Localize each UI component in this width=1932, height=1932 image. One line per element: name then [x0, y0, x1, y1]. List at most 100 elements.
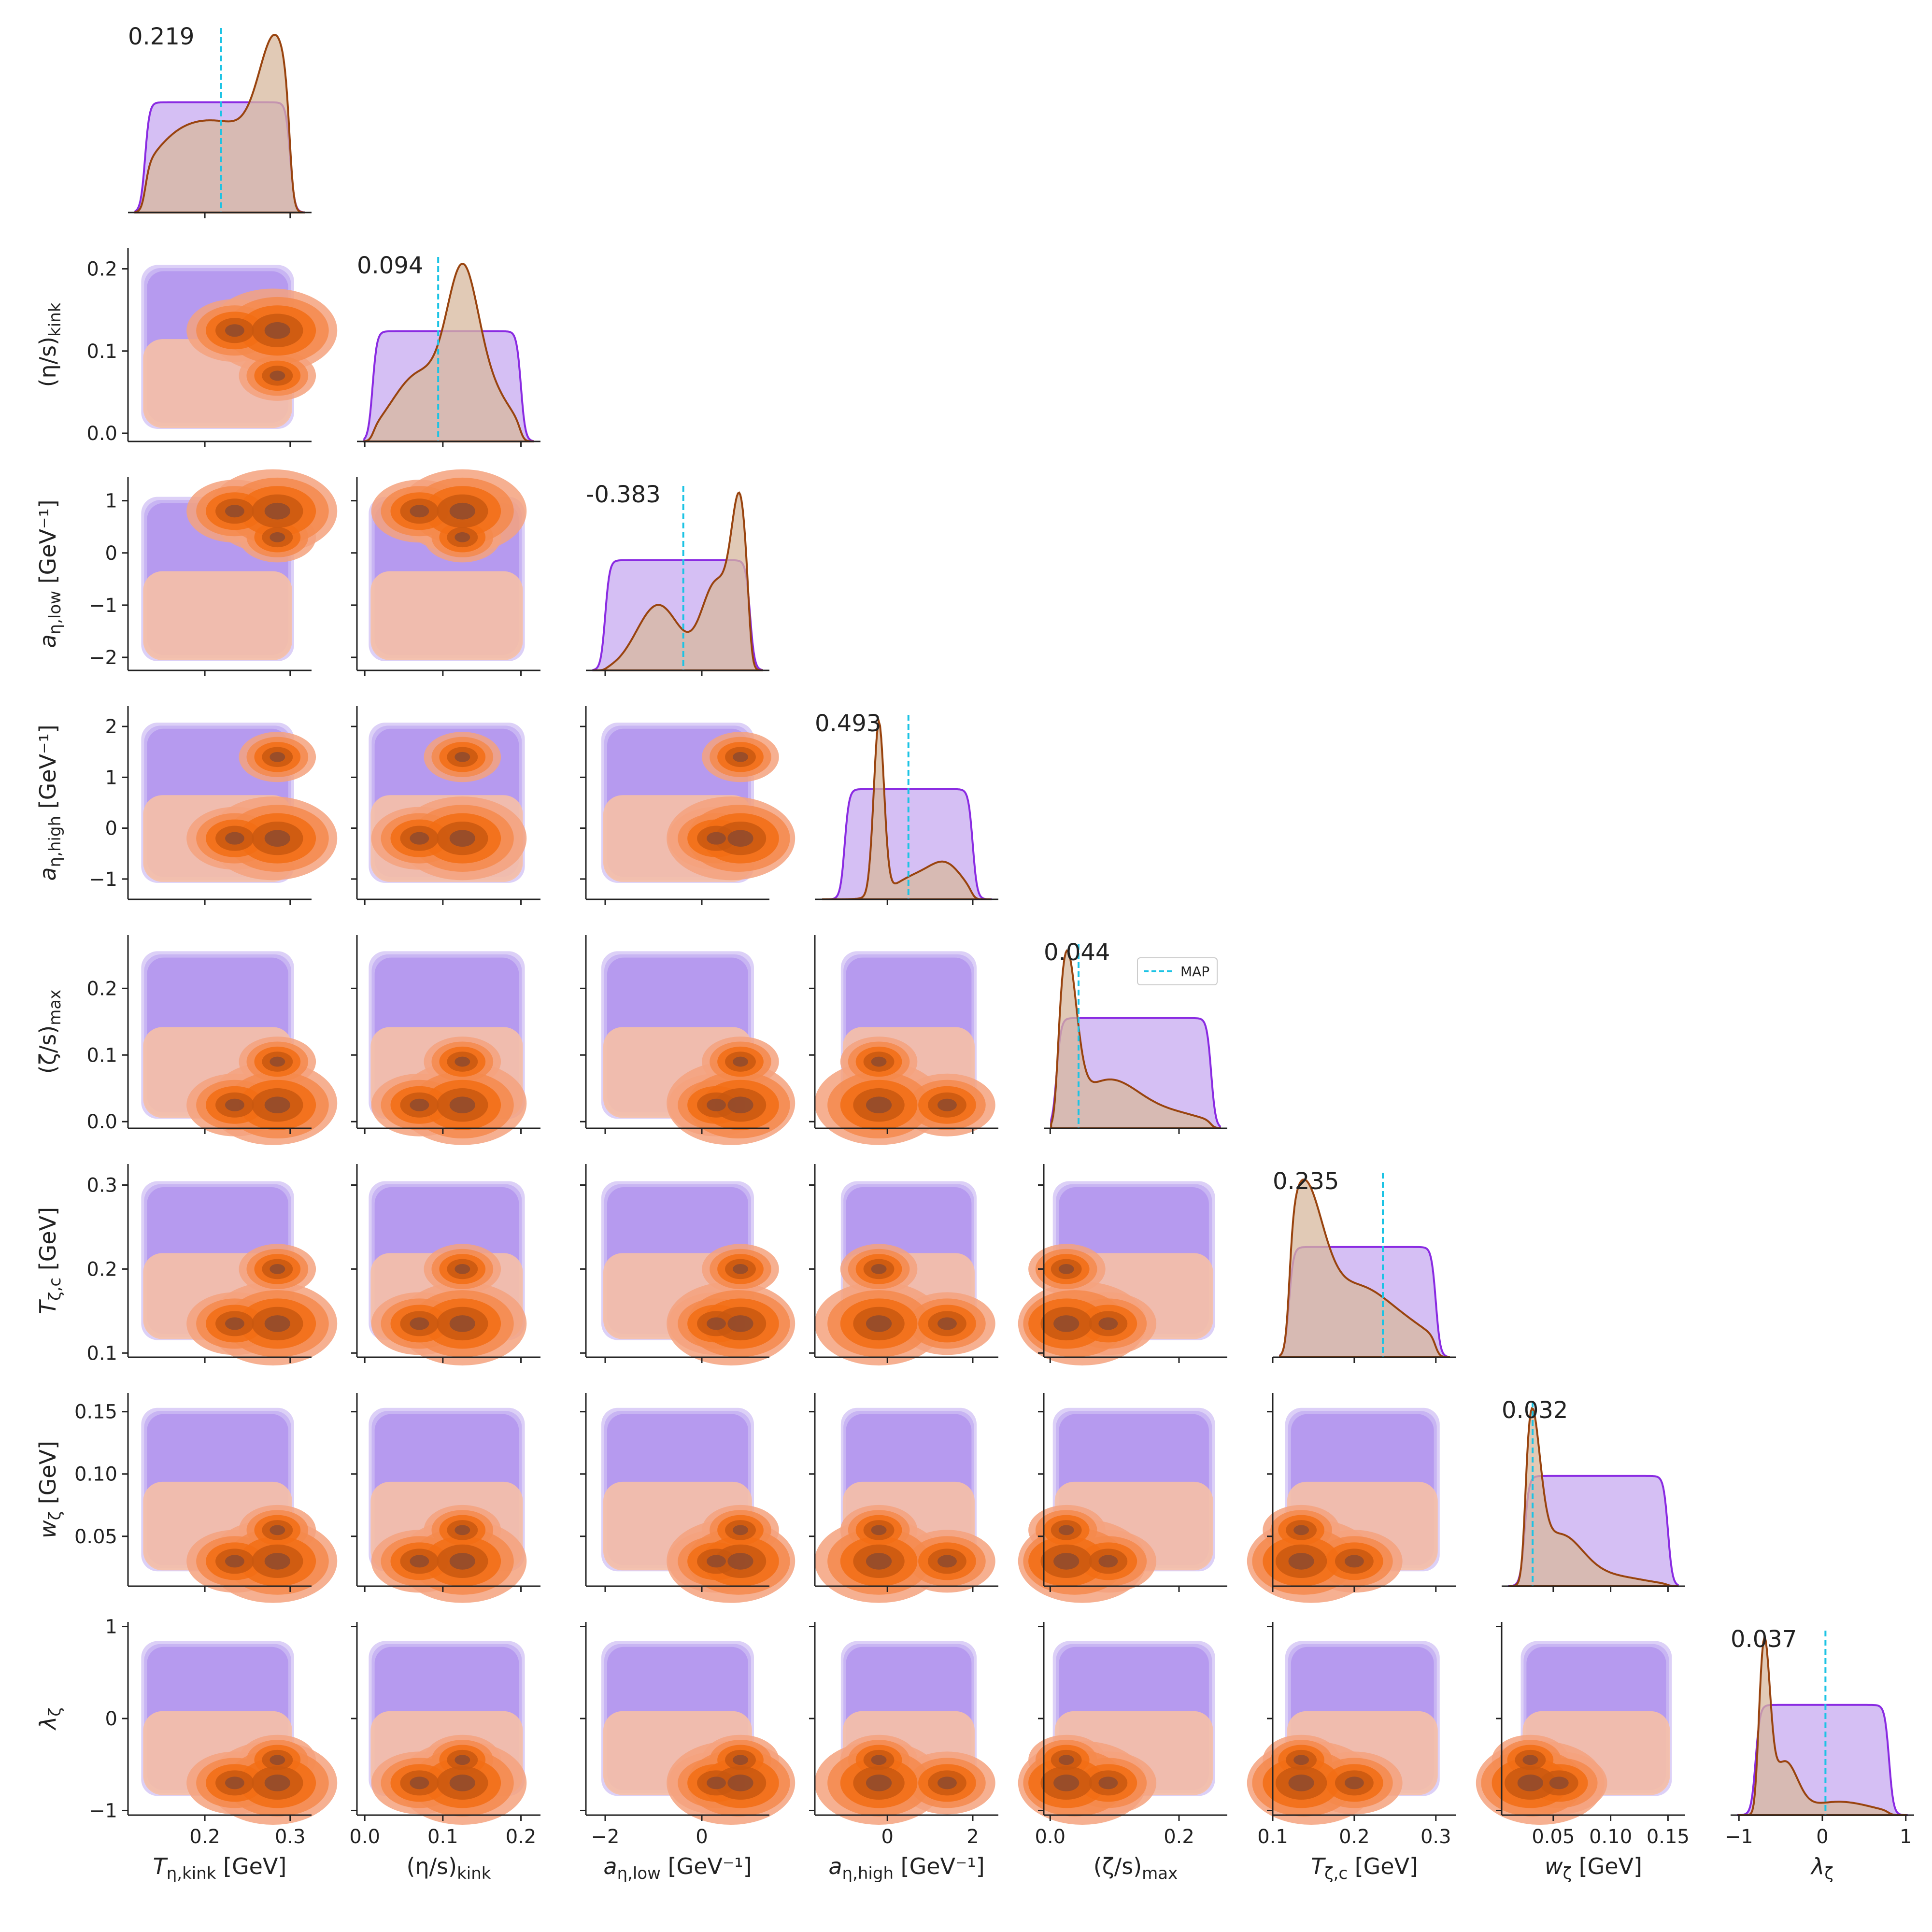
posterior-contour — [410, 1555, 429, 1568]
pair-panel-zeta_s_max-T_zeta_c — [1018, 1164, 1227, 1366]
posterior-contour — [270, 370, 285, 381]
y-tick-label: 0.15 — [74, 1401, 117, 1423]
posterior-contour — [727, 830, 753, 847]
x-tick-label: 0 — [696, 1826, 708, 1848]
posterior-contour — [727, 1553, 753, 1570]
x-axis-label: Tη,kink [GeV] — [153, 1853, 287, 1883]
y-axis-label: aη,high [GeV⁻¹] — [35, 724, 65, 881]
posterior-contour — [1053, 1775, 1080, 1791]
x-tick-label: 0.2 — [1164, 1826, 1194, 1848]
pair-panel-eta_s_kink-lambda_zeta — [351, 1622, 540, 1825]
posterior-contour — [449, 1096, 475, 1114]
y-tick-label: 0.2 — [86, 1258, 117, 1280]
y-axis-label: Tζ,c [GeV] — [35, 1207, 65, 1314]
diag-panel-a_eta_low: -0.383 — [586, 481, 769, 676]
x-tick-label: 0.15 — [1647, 1826, 1690, 1848]
posterior-density — [593, 491, 763, 671]
map-value-label: 0.094 — [357, 252, 423, 279]
posterior-contour — [938, 1317, 957, 1330]
posterior-contour — [449, 1553, 475, 1570]
y-axis-label: (ζ/s)max — [35, 990, 65, 1074]
posterior-contour — [1058, 1525, 1074, 1535]
pair-panel-eta_s_kink-a_eta_high — [351, 706, 540, 905]
posterior-contour — [727, 1315, 753, 1332]
posterior-contour — [225, 1776, 244, 1790]
x-tick-label: 0.10 — [1589, 1826, 1632, 1848]
y-axis-label: aη,low [GeV⁻¹] — [35, 499, 65, 648]
y-tick-label: 0.2 — [86, 258, 117, 281]
posterior-contour — [1098, 1776, 1118, 1790]
pair-panel-zeta_s_max-lambda_zeta — [1018, 1622, 1227, 1825]
posterior-contour — [225, 1098, 244, 1111]
pair-panel-T_eta_kink-zeta_s_max — [122, 935, 338, 1145]
posterior-contour — [225, 505, 244, 518]
posterior-contour — [264, 830, 290, 847]
posterior-contour — [270, 532, 285, 542]
posterior-contour — [1053, 1553, 1080, 1570]
y-tick-label: 0 — [105, 542, 117, 565]
pair-panel-eta_s_kink-zeta_s_max — [351, 935, 540, 1145]
posterior-contour — [455, 752, 470, 762]
diag-panel-T_zeta_c: 0.235 — [1272, 1168, 1456, 1363]
posterior-contour — [264, 502, 290, 520]
y-tick-label: 0 — [105, 1708, 117, 1730]
pair-panel-T_zeta_c-lambda_zeta — [1247, 1622, 1456, 1825]
posterior-contour — [449, 1775, 475, 1791]
y-tick-label: 0.0 — [86, 423, 117, 445]
posterior-density — [1279, 1178, 1450, 1358]
posterior-contour — [707, 1555, 726, 1568]
posterior-contour — [707, 1776, 726, 1790]
posterior-contour — [449, 830, 475, 847]
posterior-contour — [866, 1315, 892, 1332]
posterior-contour — [733, 1755, 748, 1765]
y-tick-label: −1 — [89, 595, 117, 617]
posterior-contour — [225, 1317, 244, 1330]
posterior-contour — [449, 502, 475, 520]
posterior-contour — [866, 1096, 892, 1114]
y-axis-label: λζ — [35, 1707, 65, 1731]
posterior-contour — [1517, 1775, 1543, 1791]
posterior-contour — [1344, 1555, 1364, 1568]
pair-panel-zeta_s_max-w_zeta — [1018, 1393, 1227, 1603]
x-tick-label: 0.2 — [189, 1826, 220, 1848]
posterior-contour — [733, 752, 748, 762]
posterior-contour — [1288, 1553, 1314, 1570]
x-axis-label: aη,high [GeV⁻¹] — [828, 1853, 984, 1883]
y-tick-label: 0.3 — [86, 1174, 117, 1196]
posterior-contour — [871, 1755, 887, 1765]
posterior-contour — [733, 1056, 748, 1067]
posterior-contour — [1344, 1776, 1364, 1790]
x-tick-label: 0 — [881, 1826, 894, 1848]
posterior-contour — [455, 1264, 470, 1274]
posterior-contour — [270, 1525, 285, 1535]
posterior-contour — [270, 1755, 285, 1765]
pair-panel-eta_s_kink-a_eta_low — [351, 469, 540, 676]
pair-panel-T_eta_kink-a_eta_high — [122, 706, 338, 905]
y-tick-label: 0.1 — [86, 1044, 117, 1066]
posterior-contour — [1058, 1264, 1074, 1274]
y-tick-label: 1 — [105, 767, 117, 789]
posterior-contour — [871, 1264, 887, 1274]
posterior-contour — [1549, 1776, 1569, 1790]
map-value-label: 0.044 — [1044, 939, 1110, 966]
diag-panel-T_eta_kink: 0.219 — [128, 23, 312, 218]
y-axis-label: (η/s)kink — [35, 302, 65, 387]
pair-panel-T_eta_kink-w_zeta — [122, 1393, 338, 1603]
posterior-contour — [410, 1776, 429, 1790]
x-tick-label: 0.3 — [275, 1826, 306, 1848]
map-legend: MAP — [1137, 957, 1218, 985]
posterior-contour — [410, 505, 429, 518]
posterior-contour — [225, 1555, 244, 1568]
posterior-contour — [455, 532, 470, 542]
map-value-label: -0.383 — [586, 481, 661, 508]
pair-panel-a_eta_high-zeta_s_max — [809, 935, 998, 1145]
pair-panel-a_eta_low-a_eta_high — [580, 706, 796, 905]
x-tick-label: 0.2 — [1339, 1826, 1370, 1848]
posterior-contour — [733, 1264, 748, 1274]
y-tick-label: 1 — [105, 490, 117, 512]
posterior-contour — [871, 1056, 887, 1067]
posterior-density — [1738, 1634, 1907, 1816]
posterior-contour — [270, 752, 285, 762]
posterior-contour — [1288, 1775, 1314, 1791]
pair-panel-eta_s_kink-w_zeta — [351, 1393, 540, 1603]
